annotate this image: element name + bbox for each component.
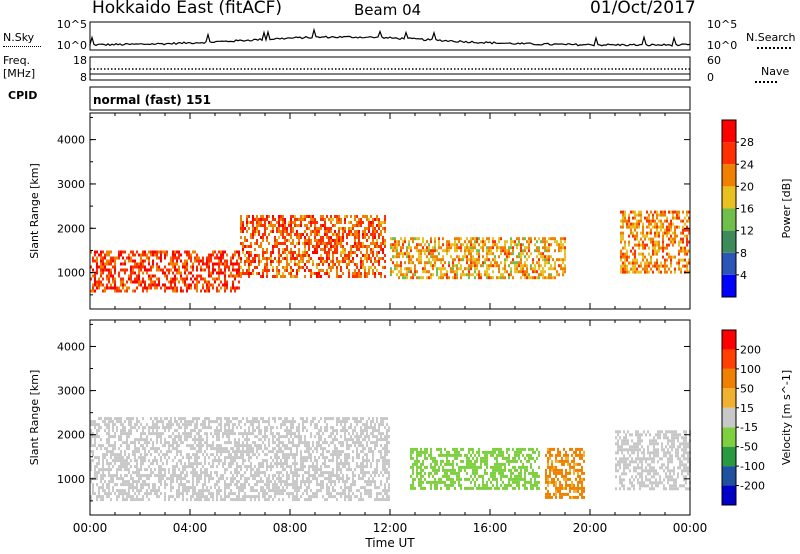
nsearch-label: N.Search [746, 31, 796, 44]
power-panel: 4000 3000 2000 1000 Slant Range [km] [28, 112, 691, 310]
nsearch-underline [757, 47, 791, 49]
x-tick-label: 00:00 [673, 521, 708, 535]
colorbar-segment [722, 252, 736, 275]
y-tick-label: 2000 [57, 222, 85, 235]
x-tick-label: 16:00 [473, 521, 508, 535]
velocity-region-0 [90, 417, 390, 502]
colorbar-tick-label: 20 [740, 180, 754, 193]
colorbar-tick-label: 12 [740, 225, 754, 238]
velocity-region-2 [545, 447, 585, 499]
colorbar-tick-label: 24 [740, 158, 754, 171]
colorbar-tick-label: -200 [740, 480, 765, 493]
x-tick-label: 04:00 [173, 521, 208, 535]
colorbar-segment [722, 446, 736, 467]
colorbar-tick-label: 16 [740, 203, 754, 216]
x-tick-label: 08:00 [273, 521, 308, 535]
freq-label-top: Freq. [3, 54, 31, 67]
x-tick-label: 00:00 [73, 521, 108, 535]
colorbar-segment [722, 388, 736, 408]
nsearch-tick-top: 10^5 [707, 18, 737, 31]
power-region-2 [390, 237, 566, 280]
y-tick-label: 1000 [57, 267, 85, 280]
nsearch-tick-bottom: 10^0 [707, 39, 737, 52]
colorbar-tick-label: -50 [740, 441, 758, 454]
colorbar-segment [722, 349, 736, 369]
y-tick-label: 3000 [57, 385, 85, 398]
y-tick-label: 4000 [57, 340, 85, 353]
colorbar-segment [722, 368, 736, 389]
freq-tick-top: 18 [73, 54, 87, 67]
freq-label-bottom: [MHz] [3, 67, 36, 80]
y-tick-label: 3000 [57, 178, 85, 191]
colorbar-segment [722, 164, 736, 187]
cpid-label: CPID [8, 89, 38, 102]
colorbar-segment [722, 407, 736, 428]
nsky-line [89, 27, 691, 47]
date-label: 01/Oct/2017 [590, 0, 696, 18]
colorbar-tick-label: 100 [740, 363, 761, 376]
nsky-label: N.Sky [3, 31, 35, 44]
nave-underline [755, 81, 777, 83]
colorbar-tick-label: 8 [740, 247, 747, 260]
x-axis-label: Time UT [364, 536, 415, 550]
colorbar-segment [722, 274, 736, 297]
colorbar-segment [722, 485, 736, 505]
freq-tick-bottom: 8 [80, 71, 87, 84]
nsky-tick-bottom: 10^0 [57, 39, 87, 52]
velocity-region-3 [615, 430, 691, 491]
colorbar-segment [722, 330, 736, 350]
colorbar-segment [722, 142, 736, 165]
colorbar-tick-label: 15 [740, 402, 754, 415]
colorbar-tick-label: 200 [740, 343, 761, 356]
nave-tick-bottom: 0 [707, 71, 714, 84]
y-tick-label: 2000 [57, 429, 85, 442]
y-tick-label: 1000 [57, 473, 85, 486]
colorbar-label: Velocity [m s^-1] [780, 370, 793, 465]
power-region-0 [90, 250, 240, 293]
cpid-box [89, 86, 691, 111]
y-axis-label: Slant Range [km] [28, 370, 41, 466]
colorbars: 28 24 20 16 12 8 4 Power [dB] 200 100 50 15 -15 -50 -1… [721, 119, 793, 506]
colorbar-segment [722, 186, 736, 209]
y-tick-label: 4000 [57, 134, 85, 147]
beam-label: Beam 04 [354, 1, 422, 19]
chart-title: Hokkaido East (fitACF) [92, 0, 283, 18]
colorbar-label: Power [dB] [780, 179, 793, 239]
colorbar-segment [722, 120, 736, 143]
x-tick-label: 12:00 [373, 521, 408, 535]
power-region-3 [620, 210, 690, 274]
x-tick-label: 20:00 [573, 521, 608, 535]
nsky-underline [3, 46, 41, 47]
colorbar-tick-label: 4 [740, 269, 747, 282]
y-axis-label: Slant Range [km] [28, 163, 41, 259]
colorbar-segment [722, 208, 736, 231]
nave-label: Nave [761, 65, 790, 78]
nave-tick-top: 60 [707, 54, 721, 67]
velocity-region-1 [410, 447, 540, 490]
colorbar-segment [722, 427, 736, 447]
velocity-panel: 4000 3000 2000 1000 Slant Range [km] 00:00 04:… [28, 319, 708, 550]
nsky-trace [89, 27, 691, 47]
colorbar-tick-label: 28 [740, 136, 754, 149]
colorbar-frame [721, 329, 737, 506]
power-region-1 [240, 215, 386, 278]
cpid-value: normal (fast) 151 [93, 93, 211, 107]
colorbar-segment [722, 466, 736, 486]
colorbar-tick-label: 50 [740, 382, 754, 395]
colorbar-segment [722, 230, 736, 253]
colorbar-tick-label: -100 [740, 460, 765, 473]
nsky-box [89, 21, 691, 51]
nsky-tick-top: 10^5 [57, 18, 87, 31]
colorbar-tick-label: -15 [740, 421, 758, 434]
